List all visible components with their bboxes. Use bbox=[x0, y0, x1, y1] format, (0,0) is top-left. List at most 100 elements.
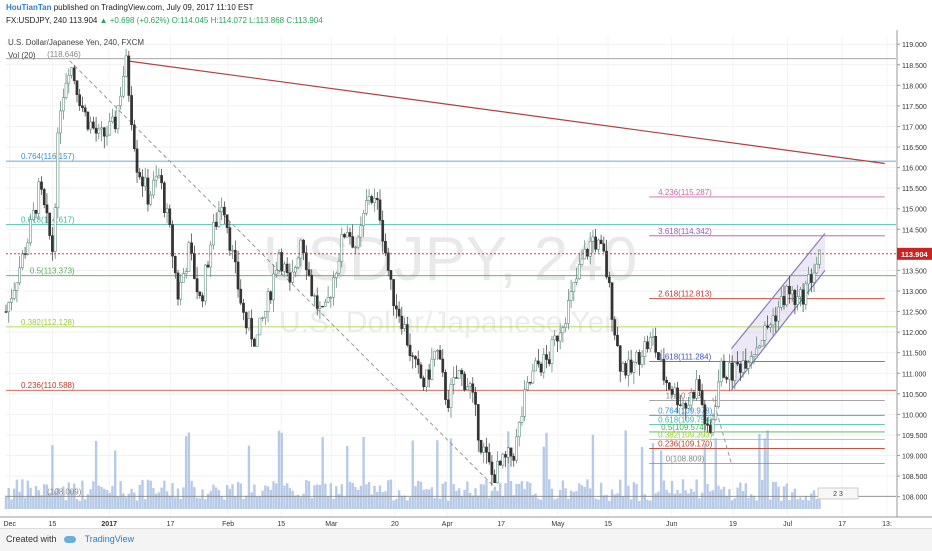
volume-bar bbox=[463, 489, 466, 509]
volume-bar bbox=[133, 492, 136, 509]
candle-body bbox=[340, 234, 344, 262]
candle-body bbox=[812, 272, 816, 283]
volume-bar bbox=[427, 489, 431, 509]
volume-bar bbox=[26, 480, 30, 509]
volume-bar bbox=[370, 494, 373, 509]
candle-body bbox=[774, 315, 778, 322]
time-tick-label: Mar bbox=[325, 521, 338, 528]
candle-body bbox=[714, 406, 718, 420]
candle-body bbox=[627, 359, 630, 376]
volume-bar bbox=[310, 498, 313, 509]
volume-bar bbox=[195, 497, 199, 509]
candle-body bbox=[749, 356, 753, 363]
tradingview-brand[interactable]: TradingView bbox=[84, 534, 135, 544]
volume-bar bbox=[793, 488, 797, 509]
volume-bar bbox=[321, 436, 324, 509]
candle-body bbox=[534, 360, 537, 372]
volume-bar bbox=[659, 450, 663, 509]
candle-body bbox=[588, 241, 592, 257]
volume-bar bbox=[348, 481, 352, 509]
volume-bar bbox=[629, 499, 633, 509]
volume-bar bbox=[741, 491, 745, 509]
volume-bar bbox=[815, 499, 818, 509]
volume-bar bbox=[119, 481, 122, 509]
volume-bar bbox=[720, 489, 723, 509]
fib-level-label: (108.009) bbox=[47, 487, 82, 496]
candle-body bbox=[154, 176, 158, 181]
candle-body bbox=[561, 327, 565, 334]
candle-body bbox=[640, 356, 644, 365]
candle-body bbox=[165, 208, 169, 213]
price-tick-label: 115.000 bbox=[902, 207, 927, 214]
author-link[interactable]: HouTianTan bbox=[6, 3, 52, 12]
candle-body bbox=[212, 221, 215, 246]
volume-bar bbox=[86, 494, 90, 509]
chart[interactable]: USDJPY, 240 U.S. Dollar/Japanese Yen 0.7… bbox=[0, 30, 932, 528]
candle-body bbox=[479, 439, 483, 453]
volume-bar bbox=[381, 492, 384, 509]
candle-body bbox=[10, 298, 13, 303]
candle-body bbox=[206, 264, 210, 268]
volume-bar bbox=[247, 445, 251, 509]
volume-bar bbox=[528, 482, 532, 509]
candle-body bbox=[460, 370, 464, 375]
candle-body bbox=[351, 236, 355, 248]
candle-body bbox=[799, 289, 802, 298]
volume-bar bbox=[561, 480, 565, 509]
candle-body bbox=[569, 291, 573, 301]
candle-body bbox=[760, 340, 764, 347]
volume-bar bbox=[670, 481, 674, 509]
candle-body bbox=[493, 474, 496, 483]
volume-bar bbox=[651, 443, 655, 509]
price-tick-label: 110.000 bbox=[902, 412, 927, 419]
candle-body bbox=[157, 175, 161, 178]
volume-bar bbox=[288, 487, 292, 509]
volume-bar bbox=[220, 496, 223, 509]
volume-bar bbox=[471, 495, 475, 509]
volume-bar bbox=[725, 495, 728, 509]
chart-title: U.S. Dollar/Japanese Yen, 240, FXCM bbox=[8, 38, 144, 47]
volume-bar bbox=[165, 491, 169, 509]
fib-extension-label: 0.236(109.170) bbox=[658, 440, 713, 449]
candle-body bbox=[556, 335, 559, 342]
candle-body bbox=[717, 381, 720, 407]
volume-bar bbox=[722, 486, 726, 509]
candle-body bbox=[482, 446, 486, 453]
volume-bar bbox=[414, 486, 417, 509]
volume-bar bbox=[588, 488, 592, 509]
volume-bar bbox=[436, 440, 439, 509]
volume-bar bbox=[556, 498, 559, 509]
candle-body bbox=[796, 296, 800, 305]
volume-bar bbox=[790, 492, 794, 509]
candle-body bbox=[97, 128, 101, 134]
candle-body bbox=[4, 311, 8, 313]
volume-bar bbox=[201, 489, 204, 509]
price-tick-label: 112.000 bbox=[902, 330, 927, 337]
candle-body bbox=[108, 121, 112, 136]
candle-body bbox=[708, 425, 712, 433]
volume-bar bbox=[56, 488, 60, 509]
volume-bar bbox=[160, 487, 163, 509]
candles bbox=[4, 48, 821, 486]
volume-bar bbox=[154, 493, 158, 509]
candle-body bbox=[111, 116, 114, 122]
candle-body bbox=[602, 243, 606, 252]
volume-bar bbox=[468, 492, 472, 509]
candle-body bbox=[56, 132, 60, 209]
time-tick-label: 15 bbox=[604, 521, 612, 528]
volume-bar bbox=[534, 493, 537, 509]
candle-body bbox=[471, 383, 475, 393]
candle-body bbox=[452, 377, 456, 385]
candle-body bbox=[744, 360, 748, 369]
volume-bar bbox=[302, 493, 305, 509]
candle-body bbox=[53, 207, 57, 252]
candle-body bbox=[506, 447, 510, 458]
fib-extension-label: 2.618(112.813) bbox=[658, 290, 712, 299]
candle-body bbox=[444, 371, 447, 401]
volume-bar bbox=[782, 486, 786, 509]
candle-body bbox=[315, 295, 319, 309]
candle-body bbox=[321, 305, 325, 308]
volume-bar bbox=[250, 492, 253, 509]
candle-body bbox=[455, 377, 458, 379]
volume-bar bbox=[373, 485, 376, 509]
